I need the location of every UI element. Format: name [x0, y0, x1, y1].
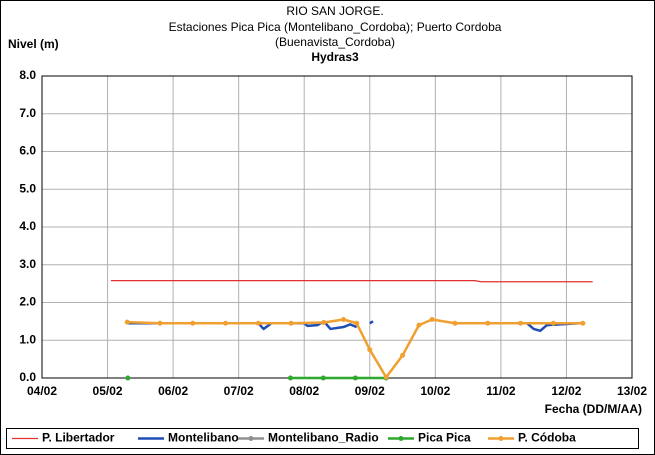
legend	[6, 428, 639, 449]
series-marker	[223, 320, 229, 326]
series-line	[127, 320, 580, 333]
series-marker	[400, 352, 406, 358]
y-tick-label: 4.0	[19, 219, 36, 233]
legend-marker	[248, 436, 254, 441]
series-marker	[518, 320, 524, 326]
legend-label: P. Libertador	[42, 431, 115, 445]
x-tick-label: 13/02	[617, 384, 647, 398]
legend-label: Pica Pica	[418, 431, 471, 445]
series-marker	[288, 320, 294, 326]
series-marker	[383, 374, 389, 380]
y-tick-label: 0.0	[19, 370, 36, 384]
x-tick-label: 09/02	[355, 384, 385, 398]
x-tick-label: 11/02	[486, 384, 516, 398]
legend-label: P. Códoba	[518, 431, 576, 445]
series-line	[110, 279, 593, 283]
series-marker	[354, 320, 360, 326]
series-marker	[416, 322, 422, 328]
series-marker	[124, 319, 130, 325]
legend-label: Montelibano	[168, 431, 239, 445]
x-tick-label: 05/02	[93, 384, 123, 398]
series-marker	[287, 375, 293, 381]
title-line: Hydras3	[311, 50, 359, 64]
y-tick-label: 2.0	[19, 295, 36, 309]
x-tick-label: 04/02	[27, 384, 57, 398]
x-tick-label: 08/02	[289, 384, 319, 398]
series-marker	[550, 320, 556, 326]
series-marker	[125, 375, 131, 381]
series-marker	[580, 320, 586, 326]
legend-marker	[498, 436, 504, 441]
series-marker	[352, 375, 358, 381]
x-tick-label: 07/02	[224, 384, 254, 398]
y-tick-label: 3.0	[19, 257, 36, 271]
series-marker	[255, 320, 261, 326]
title-line: RIO SAN JORGE.	[286, 4, 383, 18]
series-marker	[429, 316, 435, 322]
series-marker	[157, 320, 163, 326]
y-tick-label: 7.0	[19, 106, 36, 120]
y-tick-label: 8.0	[19, 68, 36, 82]
legend-marker	[398, 436, 404, 441]
series-marker	[321, 320, 327, 326]
y-tick-label: 6.0	[19, 144, 36, 158]
series-marker	[367, 347, 373, 353]
x-tick-label: 06/02	[158, 384, 188, 398]
series-marker	[485, 320, 491, 326]
y-axis-label: Nivel (m)	[8, 37, 59, 51]
legend-label: Montelibano_Radio	[268, 431, 379, 445]
x-tick-label: 10/02	[420, 384, 450, 398]
y-tick-label: 1.0	[19, 332, 36, 346]
title-line: (Buenavista_Cordoba)	[275, 35, 395, 49]
y-tick-label: 5.0	[19, 181, 36, 195]
series-marker	[452, 320, 458, 326]
x-tick-label: 12/02	[551, 384, 581, 398]
x-axis-label: Fecha (DD/M/AA)	[545, 402, 642, 416]
series-marker	[341, 316, 347, 322]
title-line: Estaciones Pica Pica (Montelibano_Cordob…	[169, 20, 502, 34]
series-marker	[320, 375, 326, 381]
series-marker	[190, 320, 196, 326]
